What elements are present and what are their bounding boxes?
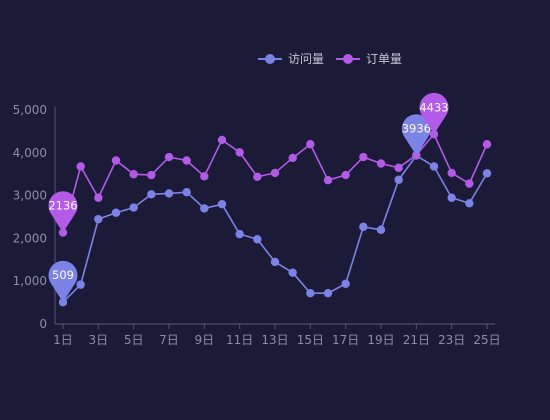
legend-item-orders[interactable]: 订单量 xyxy=(336,50,402,67)
data-point xyxy=(111,156,121,165)
x-tick-label: 13日 xyxy=(261,333,288,347)
data-point xyxy=(76,162,85,171)
x-tick-label: 1日 xyxy=(53,333,73,347)
data-point xyxy=(394,163,403,172)
data-point xyxy=(182,156,191,165)
data-point xyxy=(129,170,138,179)
max-min-marker xyxy=(48,191,78,233)
data-point xyxy=(217,199,227,209)
data-point xyxy=(465,179,474,188)
legend-swatch-orders-icon xyxy=(336,53,361,64)
data-point xyxy=(147,190,156,199)
series-line-0 xyxy=(62,154,488,303)
x-tick-label: 9日 xyxy=(195,333,215,347)
data-point xyxy=(253,172,262,181)
data-point xyxy=(376,225,386,235)
data-point xyxy=(147,170,156,180)
legend-label-orders: 订单量 xyxy=(366,52,403,66)
y-tick-label: 0 xyxy=(39,317,47,331)
data-point xyxy=(217,135,227,145)
data-point xyxy=(465,199,474,208)
data-point xyxy=(323,175,333,185)
marker-label: 2136 xyxy=(48,199,77,213)
x-tick-label: 11日 xyxy=(226,333,253,347)
series-line-1 xyxy=(62,132,488,233)
data-point xyxy=(359,222,368,232)
data-point xyxy=(200,204,209,213)
data-point xyxy=(429,162,439,171)
data-point xyxy=(129,203,138,212)
max-min-marker xyxy=(419,92,449,135)
data-point xyxy=(270,168,280,178)
legend-label-visits: 访问量 xyxy=(288,52,325,66)
x-tick-label: 3日 xyxy=(89,333,109,347)
legend-item-visits[interactable]: 访问量 xyxy=(258,50,324,67)
data-point xyxy=(164,189,174,198)
chart-legend: 访问量 订单量 xyxy=(258,50,402,67)
legend-swatch-visits-icon xyxy=(258,53,282,64)
x-tick-label: 15日 xyxy=(297,333,324,347)
data-point xyxy=(235,229,244,239)
marker-label: 4433 xyxy=(419,100,448,114)
data-point xyxy=(253,235,262,244)
data-point xyxy=(111,208,121,217)
data-point xyxy=(447,168,456,178)
x-tick-label: 23日 xyxy=(438,333,465,347)
data-point xyxy=(482,140,492,149)
data-point xyxy=(341,170,350,180)
data-point xyxy=(76,280,85,289)
x-tick-label: 19日 xyxy=(367,333,394,347)
data-point xyxy=(394,175,403,184)
data-point xyxy=(182,187,191,197)
data-point xyxy=(288,153,297,163)
data-point xyxy=(359,152,368,162)
y-tick-label: 1,000 xyxy=(13,274,47,288)
data-point xyxy=(306,140,315,149)
data-point xyxy=(200,172,209,181)
y-tick-label: 5,000 xyxy=(13,103,47,117)
data-point xyxy=(164,152,174,162)
x-tick-label: 17日 xyxy=(332,333,359,347)
marker-label: 509 xyxy=(52,268,74,282)
x-tick-label: 7日 xyxy=(159,333,179,347)
max-min-marker xyxy=(48,260,78,303)
data-point xyxy=(288,268,297,277)
data-point xyxy=(341,279,350,288)
x-tick-label: 21日 xyxy=(403,333,430,347)
data-point xyxy=(235,148,244,157)
data-point xyxy=(270,257,280,267)
data-point xyxy=(94,214,103,224)
y-tick-label: 2,000 xyxy=(13,231,47,245)
data-point xyxy=(482,169,492,178)
marker-label: 3936 xyxy=(402,122,431,136)
data-point xyxy=(323,288,333,298)
y-tick-label: 3,000 xyxy=(13,189,47,203)
data-point xyxy=(376,159,386,168)
data-point xyxy=(306,288,315,298)
x-tick-label: 25日 xyxy=(473,333,500,347)
y-tick-label: 4,000 xyxy=(13,146,47,160)
data-point xyxy=(94,193,103,202)
x-tick-label: 5日 xyxy=(124,333,144,347)
max-min-marker xyxy=(401,114,431,156)
data-point xyxy=(447,193,456,202)
